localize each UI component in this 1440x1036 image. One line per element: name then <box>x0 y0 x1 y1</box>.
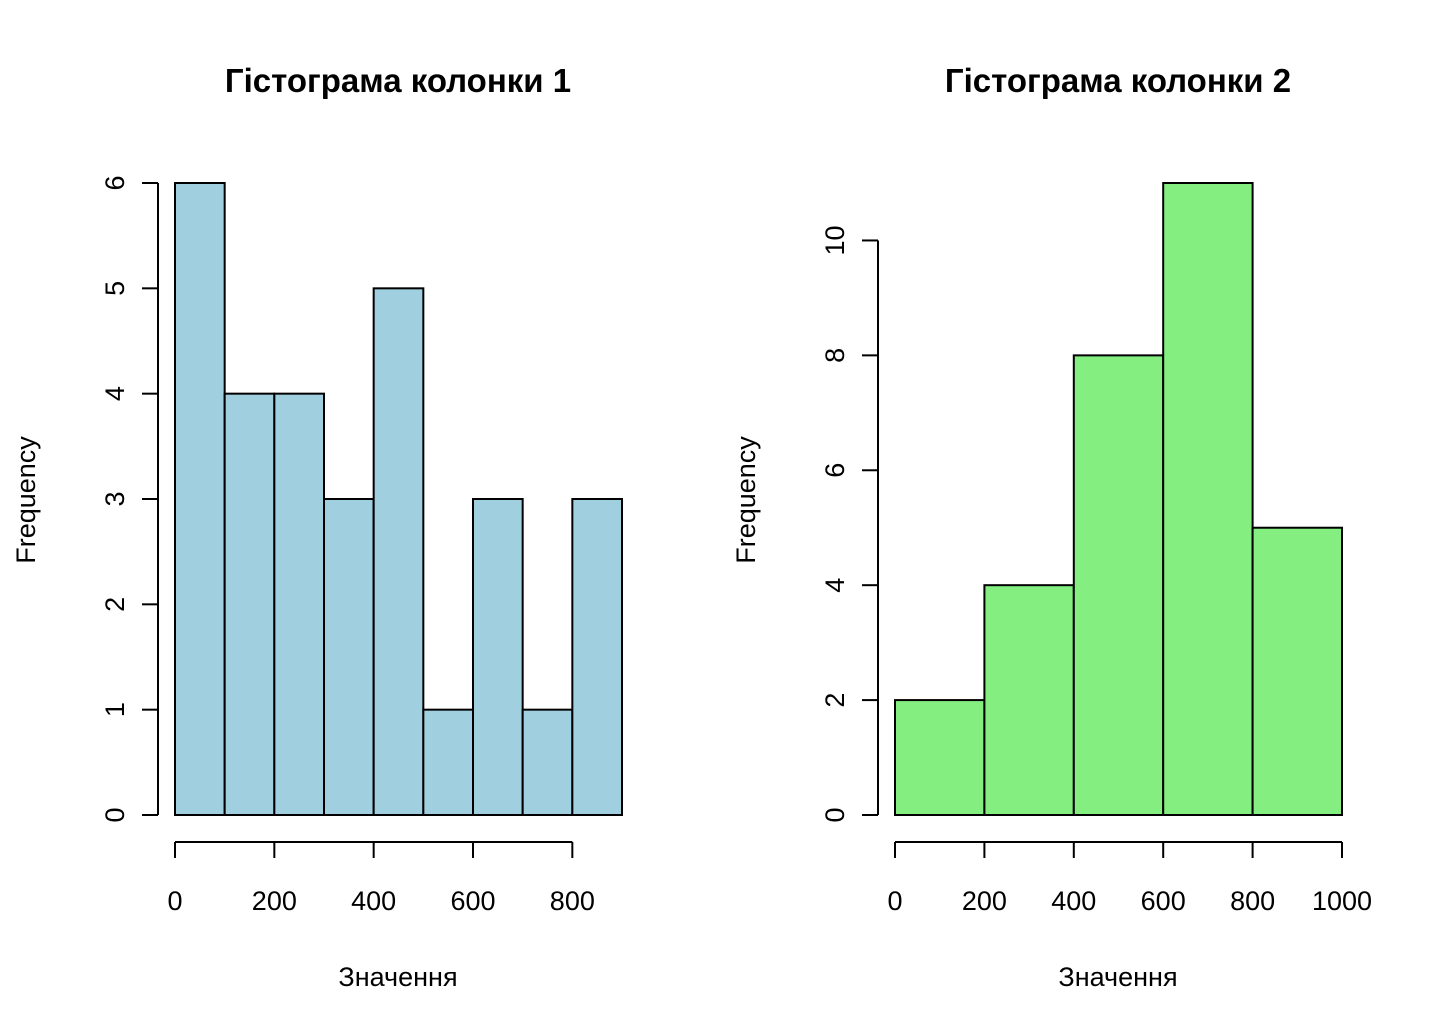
histogram-bar <box>323 498 375 816</box>
x-tick-label: 600 <box>450 886 495 916</box>
histogram-bar <box>1072 354 1165 816</box>
histogram-bar <box>1162 182 1254 816</box>
chart-title: Гістограма колонки 1 <box>225 62 571 99</box>
y-axis: 0 1 2 3 4 5 6 <box>100 175 159 823</box>
histogram-panel-1: Гістограма колонки 1 Значення Frequency … <box>11 62 623 992</box>
y-axis-label: Frequency <box>11 436 41 564</box>
histogram-bar <box>571 498 623 816</box>
y-axis-label: Frequency <box>731 436 761 564</box>
y-tick-label: 4 <box>820 578 850 593</box>
x-tick-label: 200 <box>962 886 1007 916</box>
bars <box>894 182 1343 817</box>
x-tick-label: 400 <box>351 886 396 916</box>
y-tick-label: 0 <box>820 807 850 822</box>
x-tick-label: 0 <box>887 886 902 916</box>
histogram-bar <box>1251 526 1343 817</box>
y-tick-label: 8 <box>820 348 850 363</box>
y-axis: 0 2 4 6 8 10 <box>820 225 879 823</box>
x-axis-label: Значення <box>338 962 457 992</box>
histogram-bar <box>472 498 524 816</box>
histogram-bar <box>983 584 1075 816</box>
histogram-bar <box>372 287 425 817</box>
x-tick-label: 600 <box>1141 886 1186 916</box>
histogram-panel-2: Гістограма колонки 2 Значення Frequency … <box>731 62 1372 992</box>
y-tick-label: 2 <box>820 693 850 708</box>
y-tick-label: 10 <box>820 225 850 255</box>
x-tick-label: 0 <box>167 886 182 916</box>
y-tick-label: 4 <box>100 386 130 401</box>
histogram-bar <box>894 699 986 816</box>
y-tick-label: 6 <box>820 463 850 478</box>
x-tick-label: 800 <box>1230 886 1275 916</box>
bars <box>174 182 623 817</box>
x-tick-label: 200 <box>252 886 297 916</box>
y-tick-label: 3 <box>100 491 130 506</box>
x-tick-label: 1000 <box>1312 886 1372 916</box>
chart-title: Гістограма колонки 2 <box>945 62 1291 99</box>
x-axis: 0 200 400 600 800 1000 <box>887 841 1372 916</box>
x-tick-label: 400 <box>1051 886 1096 916</box>
histogram-bar <box>422 708 475 817</box>
histogram-bar <box>521 708 574 817</box>
y-tick-label: 1 <box>100 702 130 717</box>
y-tick-label: 0 <box>100 807 130 822</box>
y-tick-label: 2 <box>100 597 130 612</box>
histogram-bar <box>273 392 326 816</box>
histogram-bar <box>174 182 226 816</box>
y-tick-label: 5 <box>100 281 130 296</box>
x-axis: 0 200 400 600 800 <box>167 841 595 916</box>
x-tick-label: 800 <box>550 886 595 916</box>
x-axis-label: Значення <box>1058 962 1177 992</box>
histogram-bar <box>223 392 276 816</box>
y-tick-label: 6 <box>100 175 130 190</box>
